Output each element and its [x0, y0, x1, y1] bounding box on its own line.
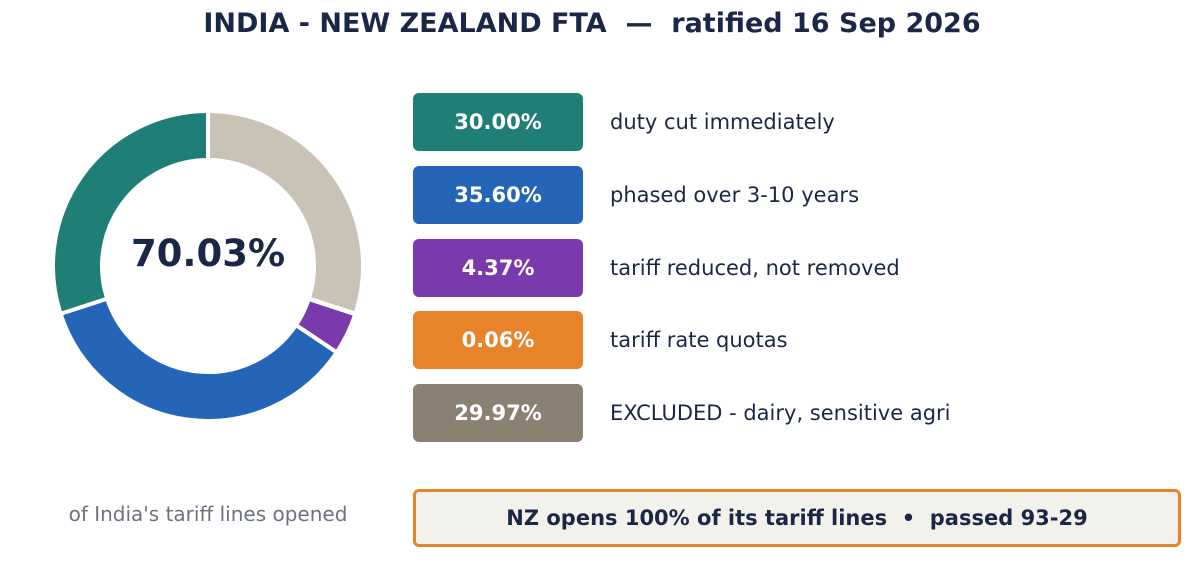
donut-slice-immediate [51, 109, 210, 316]
center-value: 70.03% [130, 232, 286, 275]
legend-label-immediate: duty cut immediately [610, 110, 835, 134]
legend-label-phased: phased over 3-10 years [610, 183, 860, 207]
legend-label-quotas: tariff rate quotas [610, 328, 788, 352]
donut-caption: of India's tariff lines opened [68, 502, 348, 526]
legend-badge-quotas: 0.06% [413, 311, 583, 369]
legend-badge-reduced: 4.37% [413, 239, 583, 297]
footer-summary: NZ opens 100% of its tariff lines • pass… [413, 489, 1181, 547]
chart-title: INDIA - NEW ZEALAND FTA — ratified 16 Se… [203, 8, 981, 39]
donut-slice-excluded [206, 109, 365, 316]
legend-badge-phased: 35.60% [413, 166, 583, 224]
legend-badge-excluded: 29.97% [413, 384, 583, 442]
donut-chart [51, 109, 365, 423]
legend-badge-immediate: 30.00% [413, 93, 583, 151]
legend-label-reduced: tariff reduced, not removed [610, 256, 900, 280]
legend-label-excluded: EXCLUDED - dairy, sensitive agri [610, 401, 951, 425]
donut-slice-phased [58, 296, 339, 423]
